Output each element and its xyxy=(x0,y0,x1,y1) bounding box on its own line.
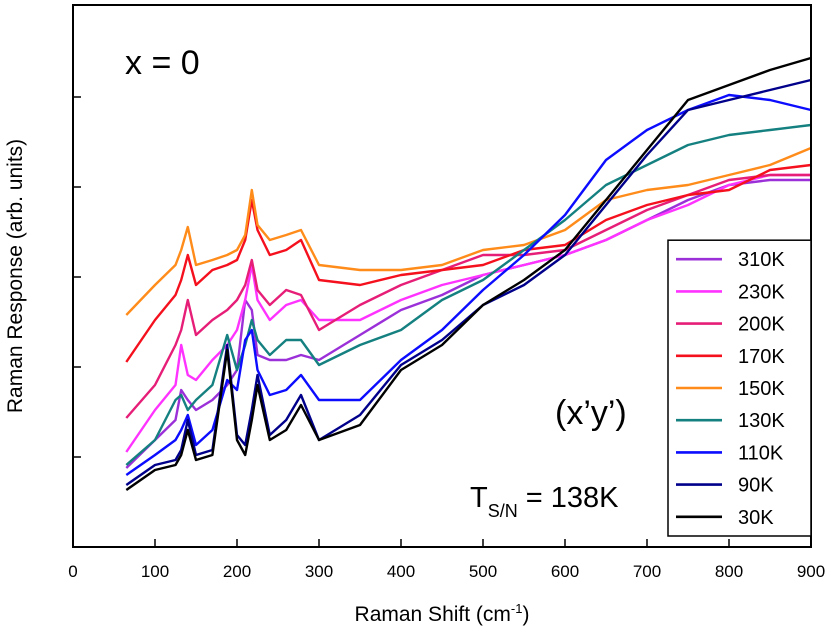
series-line xyxy=(125,163,812,363)
series-line xyxy=(125,93,812,476)
polarization-label: (x’y’) xyxy=(555,394,627,432)
legend-label: 170K xyxy=(738,346,785,368)
x-tick-label: 400 xyxy=(387,562,415,581)
transition-value: = 138K xyxy=(526,482,619,514)
legend-label: 230K xyxy=(738,281,785,303)
legend-label: 110K xyxy=(738,442,784,464)
x-tick-label: 0 xyxy=(68,562,77,581)
y-axis-title: Raman Response (arb. units) xyxy=(4,139,27,413)
legend-label: 30K xyxy=(738,507,774,529)
transition-symbol: T xyxy=(470,482,488,514)
series-line xyxy=(125,173,811,453)
transition-subscript: S/N xyxy=(488,501,518,521)
x-tick-label: 700 xyxy=(633,562,661,581)
x-tick-label: 900 xyxy=(797,562,825,581)
x-tick-label: 500 xyxy=(469,562,497,581)
legend-label: 310K xyxy=(738,249,785,271)
legend-label: 90K xyxy=(738,475,774,497)
legend-label: 150K xyxy=(738,378,785,400)
legend-label: 200K xyxy=(738,314,785,336)
x-tick-label: 600 xyxy=(551,562,579,581)
x-axis-title-end: ) xyxy=(522,603,529,626)
x-axis-title-sup: -1 xyxy=(511,601,523,616)
series-line xyxy=(125,78,812,486)
series-line xyxy=(125,146,812,316)
legend-label: 130K xyxy=(738,410,785,432)
transition-label: TS/N = 138K xyxy=(470,482,619,521)
x-tick-label: 800 xyxy=(715,562,743,581)
sample-label: x = 0 xyxy=(125,44,200,82)
x-axis-title-text: Raman Shift (cm xyxy=(355,603,511,626)
x-axis-title: Raman Shift (cm-1) xyxy=(355,601,530,626)
x-tick-label: 100 xyxy=(141,562,169,581)
series-line xyxy=(125,173,811,419)
x-tick-label: 300 xyxy=(305,562,333,581)
series-line xyxy=(125,56,812,491)
x-tick-label: 200 xyxy=(223,562,251,581)
